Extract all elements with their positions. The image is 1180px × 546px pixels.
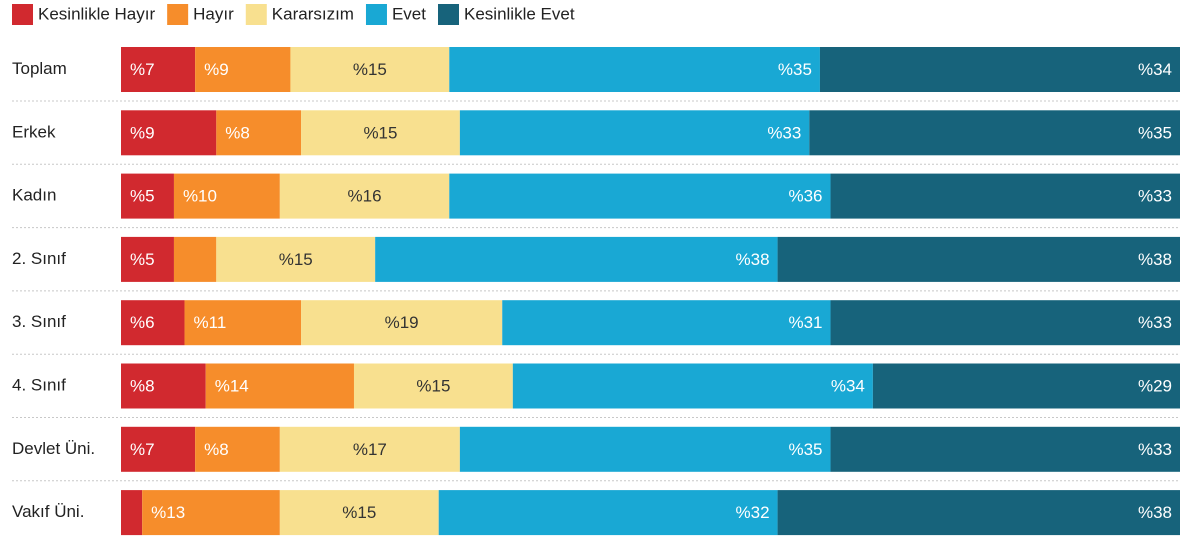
bar-segment: [872, 363, 1180, 409]
category-label: 4. Sınıf: [12, 375, 66, 394]
value-label: %6: [130, 313, 155, 332]
bar-segment: [121, 363, 206, 409]
bar-segment: [121, 426, 196, 472]
value-label: %15: [363, 123, 397, 142]
bar-segment: [830, 300, 1180, 346]
bar-segment: [502, 300, 831, 346]
legend-label: Kesinlikle Hayır: [38, 4, 155, 23]
value-label: %31: [788, 313, 822, 332]
bar-segment: [279, 173, 450, 219]
value-label: %32: [736, 503, 770, 522]
value-label: %8: [225, 123, 250, 142]
value-label: %13: [151, 503, 185, 522]
value-label: %7: [130, 60, 155, 79]
value-label: %11: [194, 313, 227, 332]
value-label: %33: [1138, 440, 1172, 459]
bar-segment: [121, 490, 143, 536]
bar-segment: [290, 47, 450, 92]
value-label: %16: [348, 187, 382, 206]
bar-segment: [121, 110, 217, 156]
bar-segment: [195, 426, 280, 472]
value-label: %15: [416, 376, 450, 395]
bar-segment: [830, 173, 1180, 219]
bar-segment: [121, 173, 174, 219]
value-label: %15: [279, 250, 313, 269]
category-label: Kadın: [12, 186, 56, 205]
bar-segment: [121, 47, 196, 92]
category-label: 3. Sınıf: [12, 312, 66, 331]
value-label: %35: [788, 440, 822, 459]
category-label: 2. Sınıf: [12, 249, 66, 268]
bar-segment: [121, 300, 185, 346]
legend-label: Kararsızım: [272, 4, 354, 23]
bar-segment: [809, 110, 1180, 156]
bar-segment: [142, 490, 280, 536]
value-label: %15: [353, 60, 387, 79]
value-label: %38: [1138, 250, 1172, 269]
bar-segment: [173, 173, 280, 219]
legend-swatch: [365, 4, 387, 25]
value-label: %5: [130, 250, 155, 269]
bar-segment: [459, 426, 831, 472]
category-label: Vakıf Üni.: [12, 502, 84, 521]
value-label: %33: [1138, 313, 1172, 332]
bar-segment: [173, 236, 217, 282]
value-label: %35: [778, 60, 812, 79]
legend-label: Evet: [392, 4, 426, 23]
bar-segment: [279, 490, 439, 536]
bar-segment: [512, 363, 873, 409]
bar-segment: [449, 47, 820, 92]
legend-label: Hayır: [193, 4, 234, 23]
value-label: %5: [130, 187, 155, 206]
value-label: %34: [1138, 60, 1172, 79]
value-label: %38: [736, 250, 770, 269]
bar-segment: [121, 236, 174, 282]
legend-swatch: [12, 4, 33, 25]
value-label: %33: [1138, 187, 1172, 206]
bar-segment: [216, 110, 302, 156]
value-label: %7: [130, 440, 155, 459]
value-label: %8: [130, 376, 155, 395]
category-label: Devlet Üni.: [12, 439, 95, 458]
value-label: %9: [204, 60, 229, 79]
legend-swatch: [167, 4, 189, 25]
value-label: %38: [1138, 503, 1172, 522]
category-label: Erkek: [12, 122, 56, 141]
bar-segment: [353, 363, 513, 409]
legend-swatch: [245, 4, 267, 25]
value-label: %33: [767, 123, 801, 142]
bar-segment: [195, 47, 291, 92]
value-label: %19: [385, 313, 419, 332]
bar-segment: [819, 47, 1180, 92]
value-label: %35: [1138, 123, 1172, 142]
value-label: %8: [204, 440, 229, 459]
value-label: %10: [183, 187, 217, 206]
bar-segment: [777, 490, 1180, 536]
bar-segment: [205, 363, 354, 409]
bar-segment: [438, 490, 778, 536]
bar-segment: [301, 300, 503, 346]
legend-swatch: [438, 4, 459, 25]
value-label: %29: [1138, 376, 1172, 395]
category-label: Toplam: [12, 59, 67, 78]
bar-segment: [184, 300, 302, 346]
bar-segment: [459, 110, 810, 156]
value-label: %14: [215, 376, 249, 395]
bar-segment: [301, 110, 460, 156]
value-label: %9: [130, 123, 155, 142]
value-label: %34: [831, 376, 865, 395]
legend-label: Kesinlikle Evet: [464, 4, 575, 23]
value-label: %17: [353, 440, 387, 459]
bar-segment: [216, 236, 376, 282]
bar-segment: [777, 236, 1180, 282]
bar-segment: [830, 426, 1180, 472]
value-label: %15: [342, 503, 376, 522]
bar-segment: [279, 426, 460, 472]
value-label: %36: [788, 187, 822, 206]
bar-segment: [375, 236, 778, 282]
bar-segment: [449, 173, 831, 219]
